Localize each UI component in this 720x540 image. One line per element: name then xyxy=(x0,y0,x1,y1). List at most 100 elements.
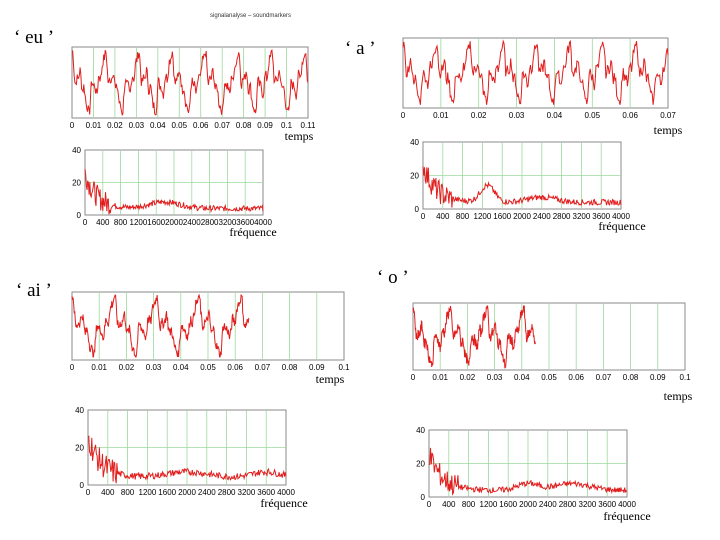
y-tick-label: 20 xyxy=(416,460,425,469)
x-axis-label: fréquence xyxy=(598,219,645,233)
x-tick-label: 2800 xyxy=(218,488,236,497)
x-axis-label: fréquence xyxy=(260,496,307,510)
x-tick-label: 0.06 xyxy=(568,373,584,382)
x-tick-label: 2800 xyxy=(201,218,219,227)
x-tick-label: 400 xyxy=(436,212,450,221)
series-line xyxy=(428,447,628,496)
series-line xyxy=(84,169,264,215)
x-tick-label: 4000 xyxy=(254,218,272,227)
x-tick-label: 3600 xyxy=(592,212,610,221)
x-tick-label: 0.05 xyxy=(200,363,216,372)
x-tick-label: 0 xyxy=(427,500,432,509)
x-tick-label: 400 xyxy=(442,500,456,509)
y-tick-label: 0 xyxy=(421,493,426,502)
x-tick-label: 0.1 xyxy=(679,373,691,382)
x-tick-label: 3600 xyxy=(598,500,616,509)
x-tick-label: 0 xyxy=(411,373,416,382)
x-tick-label: 0.01 xyxy=(432,373,448,382)
x-tick-label: 400 xyxy=(101,488,115,497)
x-tick-label: 2000 xyxy=(519,500,537,509)
series-line xyxy=(412,305,536,369)
x-tick-label: 3600 xyxy=(257,488,275,497)
x-tick-label: 0.1 xyxy=(281,121,293,130)
x-tick-label: 0.03 xyxy=(487,373,503,382)
ai-freq-chart: 0 400 800 1200 1600 2000 2400 2800 3200 3600 4000 0… xyxy=(75,406,308,510)
x-tick-label: 0 xyxy=(83,218,88,227)
x-tick-label: 0.02 xyxy=(460,373,476,382)
x-tick-label: 3200 xyxy=(238,488,256,497)
x-tick-label: 0.02 xyxy=(119,363,135,372)
x-tick-label: 2800 xyxy=(559,500,577,509)
x-tick-label: 0.06 xyxy=(227,363,243,372)
x-tick-label: 1200 xyxy=(480,500,498,509)
y-tick-label: 40 xyxy=(416,426,425,435)
x-tick-label: 1600 xyxy=(499,500,517,509)
o-time-chart: ‘ o ’ 0 0.01 0.02 0.03 0.04 0.05 0.06 0.07 0.08 0.… xyxy=(377,267,693,403)
x-tick-label: 4000 xyxy=(277,488,295,497)
x-axis-label: temps xyxy=(654,123,683,137)
x-tick-label: 0.07 xyxy=(596,373,612,382)
x-tick-label: 2400 xyxy=(539,500,557,509)
a-freq-chart: 0 400 800 1200 1600 2000 2400 2800 3200 3600 4000 0… xyxy=(410,138,646,233)
vowel-label: ‘ o ’ xyxy=(377,267,409,288)
eu-freq-chart: 0 400 800 1200 1600 2000 2400 2800 3200 3600 4000 0… xyxy=(72,146,277,239)
x-tick-label: 0.08 xyxy=(282,363,298,372)
x-axis-label: temps xyxy=(316,372,345,386)
ai-time-chart: ‘ ai ’ 0 0.01 0.02 0.03 0.04 0.05 0.06 0.07 0.08 0… xyxy=(16,280,350,386)
eu-time-chart: ‘ eu ’ 0 0.01 0.02 0.03 0.04 0.05 0.06 0.07 0.08 0… xyxy=(14,27,316,143)
x-tick-label: 1200 xyxy=(474,212,492,221)
x-tick-label: 3200 xyxy=(573,212,591,221)
x-tick-label: 0.09 xyxy=(650,373,666,382)
x-tick-label: 0 xyxy=(70,363,75,372)
x-tick-label: 0.04 xyxy=(514,373,530,382)
x-tick-label: 0.07 xyxy=(255,363,271,372)
vowel-label: ‘ a ’ xyxy=(345,38,376,59)
x-tick-label: 0.05 xyxy=(584,111,600,120)
x-tick-label: 0.11 xyxy=(301,121,317,130)
y-tick-label: 20 xyxy=(72,179,81,188)
series-line xyxy=(87,435,287,484)
y-tick-label: 0 xyxy=(80,481,85,490)
x-axis-label: fréquence xyxy=(603,509,650,523)
x-tick-label: 0 xyxy=(401,111,406,120)
x-tick-label: 1600 xyxy=(493,212,511,221)
x-tick-label: 0.09 xyxy=(309,363,325,372)
x-tick-label: 2000 xyxy=(165,218,183,227)
y-tick-label: 20 xyxy=(410,172,419,181)
x-tick-label: 0.07 xyxy=(660,111,676,120)
x-tick-label: 0 xyxy=(70,121,75,130)
x-tick-label: 0.02 xyxy=(471,111,487,120)
x-tick-label: 800 xyxy=(462,500,476,509)
vowel-label: ‘ ai ’ xyxy=(16,280,52,301)
x-tick-label: 2000 xyxy=(513,212,531,221)
x-tick-label: 0.05 xyxy=(171,121,187,130)
x-tick-label: 1200 xyxy=(139,488,157,497)
x-tick-label: 4000 xyxy=(612,212,630,221)
x-tick-label: 4000 xyxy=(618,500,636,509)
x-tick-label: 3600 xyxy=(236,218,254,227)
header-text: signalanalyse – soundmarkers xyxy=(210,13,291,19)
x-tick-label: 1600 xyxy=(158,488,176,497)
x-tick-label: 3200 xyxy=(579,500,597,509)
y-tick-label: 40 xyxy=(75,406,84,415)
x-tick-label: 0.08 xyxy=(236,121,252,130)
x-tick-label: 0.07 xyxy=(214,121,230,130)
x-tick-label: 0 xyxy=(421,212,426,221)
x-tick-label: 1600 xyxy=(147,218,165,227)
x-tick-label: 0.04 xyxy=(173,363,189,372)
x-tick-label: 0.03 xyxy=(129,121,145,130)
x-axis-label: temps xyxy=(285,129,314,143)
x-tick-label: 0.05 xyxy=(541,373,557,382)
x-tick-label: 0.01 xyxy=(433,111,449,120)
x-tick-label: 2400 xyxy=(183,218,201,227)
a-time-chart: ‘ a ’ 0 0.01 0.02 0.03 0.04 0.05 0.06 0.07 temps xyxy=(345,37,683,137)
vowel-label: ‘ eu ’ xyxy=(14,27,54,48)
x-tick-label: 2400 xyxy=(533,212,551,221)
x-tick-label: 400 xyxy=(96,218,110,227)
x-tick-label: 0.01 xyxy=(91,363,107,372)
x-tick-label: 0 xyxy=(86,488,91,497)
series-line xyxy=(422,166,622,208)
series-line xyxy=(71,48,309,116)
y-tick-label: 0 xyxy=(415,205,420,214)
x-tick-label: 0.04 xyxy=(150,121,166,130)
